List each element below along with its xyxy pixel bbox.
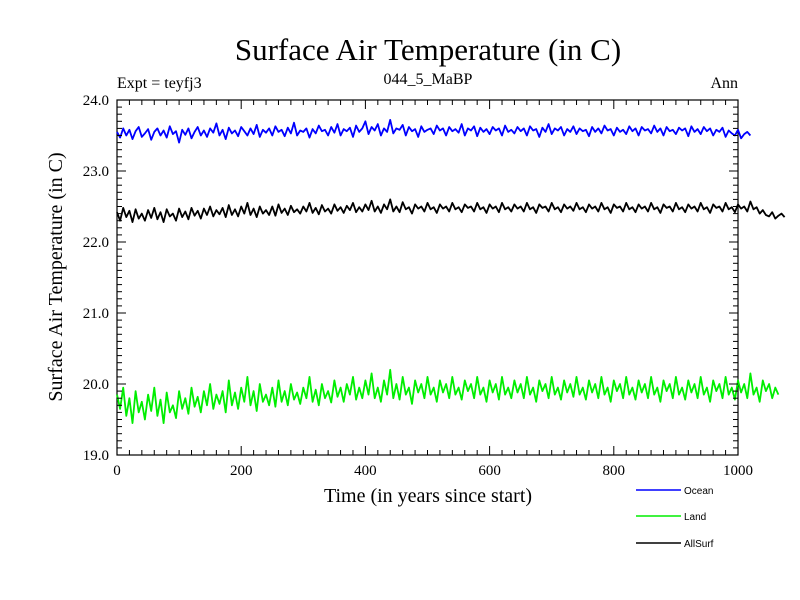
legend: Ocean Land AllSurf xyxy=(636,486,714,550)
series-line-allsurf xyxy=(116,198,786,224)
x-tick-label: 0 xyxy=(113,463,121,479)
x-tick-label: 400 xyxy=(354,463,377,479)
plot-frame xyxy=(116,99,739,456)
y-tick-label: 21.0 xyxy=(83,306,109,322)
y-tick-label: 19.0 xyxy=(83,448,109,464)
axes-layer: 0 200 400 600 800 1000 19.0 20.0 21.0 22.0 23.0 24.… xyxy=(83,93,753,479)
x-axis-label: Time (in years since start) xyxy=(324,485,532,507)
x-tick-label: 200 xyxy=(230,463,253,479)
x-tick-label: 600 xyxy=(478,463,501,479)
experiment-label: Expt = teyfj3 xyxy=(117,75,202,92)
x-tick-label: 1000 xyxy=(723,463,753,479)
series-line-land xyxy=(116,368,780,425)
y-tick-label: 24.0 xyxy=(83,93,109,109)
series-layer xyxy=(116,119,786,425)
plot-area xyxy=(116,99,739,456)
y-axis-label: Surface Air Temperature (in C) xyxy=(45,152,67,401)
legend-label-land: Land xyxy=(684,512,706,523)
y-tick-label: 22.0 xyxy=(83,235,109,251)
period-label: 044_5_MaBP xyxy=(384,71,473,88)
series-line-ocean xyxy=(116,119,752,144)
y-tick-label: 23.0 xyxy=(83,164,109,180)
legend-label-allsurf: AllSurf xyxy=(684,539,714,550)
season-label: Ann xyxy=(710,75,738,92)
y-tick-label: 20.0 xyxy=(83,377,109,393)
legend-label-ocean: Ocean xyxy=(684,486,713,497)
chart-title: Surface Air Temperature (in C) xyxy=(235,32,621,67)
x-tick-label: 800 xyxy=(603,463,626,479)
